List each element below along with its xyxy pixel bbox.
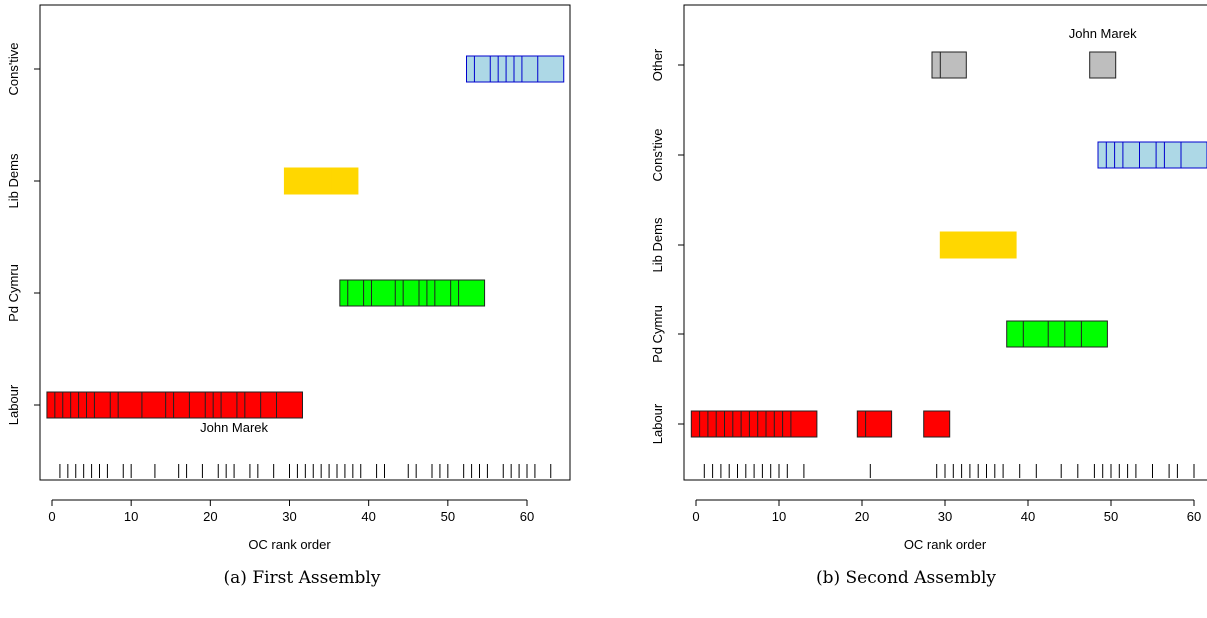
point-cons-tive — [1180, 141, 1207, 169]
chart-first-assembly: Labour Pd Cymru Lib Dems Cons'tive 0 10 20 30 40… — [6, 4, 571, 552]
x-axis-label: OC rank order — [904, 537, 987, 552]
x-tick-label: 60 — [520, 509, 534, 524]
point-pd-cymru — [458, 279, 486, 307]
point-labour — [276, 391, 303, 419]
x-axis-label: OC rank order — [248, 537, 331, 552]
x-tick-label: 20 — [855, 509, 869, 524]
x-tick-label: 30 — [938, 509, 952, 524]
plot-frame — [683, 4, 1207, 481]
y-tick-label-labour: Labour — [650, 403, 665, 444]
point-labour — [117, 391, 145, 419]
x-tick-label: 0 — [48, 509, 55, 524]
x-tick-label: 20 — [203, 509, 217, 524]
y-tick-label-other: Other — [650, 48, 665, 81]
x-tick-label: 50 — [1104, 509, 1118, 524]
x-tick-label: 50 — [441, 509, 455, 524]
x-tick-label: 40 — [361, 509, 375, 524]
point-other — [1089, 51, 1117, 79]
y-tick-label-pd-cymru: Pd Cymru — [650, 305, 665, 363]
y-tick-label-lib-dems: Lib Dems — [650, 217, 665, 272]
x-tick-label: 60 — [1187, 509, 1201, 524]
point-labour — [141, 391, 169, 419]
point-pd-cymru — [1080, 320, 1108, 348]
point-pd-cymru — [371, 279, 398, 307]
chart-panel-first-assembly: Labour Pd Cymru Lib Dems Cons'tive 0 10 20 30 40… — [6, 4, 571, 588]
annotation-label: John Marek — [1069, 26, 1137, 41]
point-labour — [923, 410, 951, 438]
point-other — [939, 51, 967, 79]
point-lib-dems — [989, 231, 1017, 259]
chart-caption: (a) First Assembly — [223, 568, 381, 588]
y-tick-label-labour: Labour — [6, 384, 21, 425]
x-tick-label: 10 — [772, 509, 786, 524]
y-tick-label-pd-cymru: Pd Cymru — [6, 264, 21, 322]
y-tick-label-cons-tive: Cons'tive — [6, 42, 21, 95]
chart-caption: (b) Second Assembly — [815, 568, 997, 588]
point-labour — [790, 410, 818, 438]
plot-frame — [39, 4, 571, 481]
point-labour — [865, 410, 893, 438]
y-tick-label-lib-dems: Lib Dems — [6, 153, 21, 208]
x-tick-label: 0 — [692, 509, 699, 524]
point-cons-tive — [537, 55, 565, 83]
x-tick-label: 10 — [124, 509, 138, 524]
point-lib-dems — [331, 167, 359, 195]
y-tick-label-cons-tive: Cons'tive — [650, 128, 665, 181]
chart-panel-second-assembly: Labour Pd Cymru Lib Dems Cons'tive Other 0 10 2… — [604, 0, 1207, 618]
x-tick-label: 40 — [1021, 509, 1035, 524]
annotation-label: John Marek — [200, 420, 268, 435]
x-tick-label: 30 — [282, 509, 296, 524]
chart-second-assembly: Labour Pd Cymru Lib Dems Cons'tive Other 0 10 2… — [650, 4, 1207, 552]
point-pd-cymru — [1022, 320, 1050, 348]
